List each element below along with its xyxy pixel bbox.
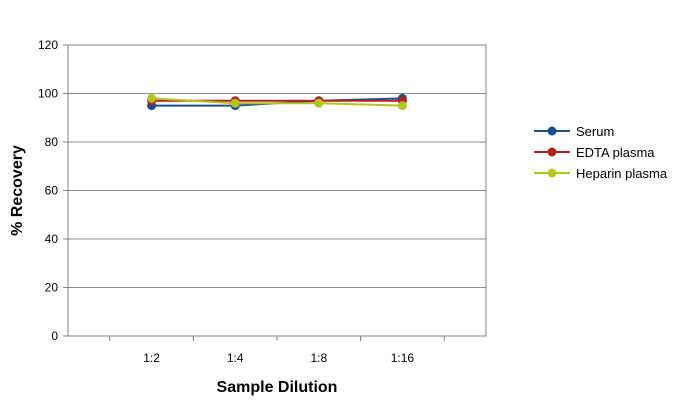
y-axis-ticks: 0 20 40 60 80 100 120 xyxy=(38,38,68,343)
x-tick-label: 1:2 xyxy=(143,351,160,365)
legend-marker xyxy=(547,168,557,178)
legend-marker xyxy=(547,126,557,136)
y-tick-label: 100 xyxy=(38,87,58,101)
x-tick-label: 1:4 xyxy=(227,351,244,365)
legend-item: Heparin plasma xyxy=(534,166,668,181)
legend: Serum EDTA plasma Heparin plasma xyxy=(534,124,668,181)
y-tick-label: 0 xyxy=(51,329,58,343)
legend-item: EDTA plasma xyxy=(534,145,655,160)
y-tick-label: 80 xyxy=(45,135,59,149)
gridlines xyxy=(68,44,486,288)
data-point xyxy=(230,98,240,108)
data-point xyxy=(397,101,407,111)
series-2 xyxy=(147,93,407,111)
y-tick-label: 60 xyxy=(45,184,59,198)
y-tick-label: 20 xyxy=(45,281,59,295)
x-axis-title: Sample Dilution xyxy=(217,379,338,396)
legend-item: Serum xyxy=(534,124,614,139)
x-tick-label: 1:16 xyxy=(391,351,415,365)
legend-label: Serum xyxy=(576,124,614,139)
data-point xyxy=(147,93,157,103)
y-tick-label: 120 xyxy=(38,38,58,52)
legend-label: EDTA plasma xyxy=(576,145,655,160)
legend-label: Heparin plasma xyxy=(576,166,668,181)
x-axis-ticks: 1:2 1:4 1:8 1:16 xyxy=(109,336,445,365)
legend-marker xyxy=(547,147,557,157)
x-tick-label: 1:8 xyxy=(310,351,327,365)
data-point xyxy=(314,98,324,108)
series-0 xyxy=(147,93,407,111)
y-axis-title: % Recovery xyxy=(9,145,26,236)
y-tick-label: 40 xyxy=(45,232,59,246)
series-line xyxy=(151,97,403,107)
series-lines xyxy=(147,93,407,111)
